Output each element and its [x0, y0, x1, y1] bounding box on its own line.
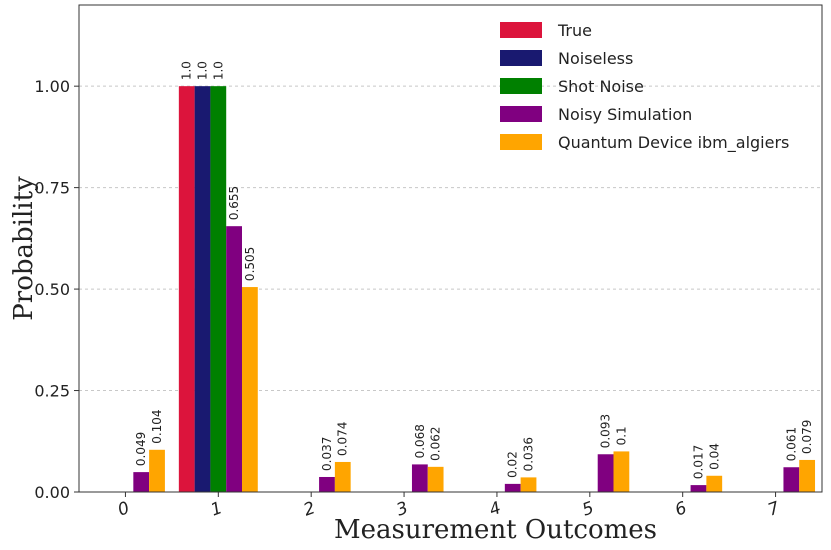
x-tick-label: 0 [115, 498, 132, 520]
legend-label: True [557, 21, 592, 40]
bar [210, 86, 227, 493]
y-axis-title: Probability [9, 176, 39, 321]
legend: True Noiseless Shot Noise Noisy Simulation Q… [500, 21, 789, 153]
data-label: 0.505 [243, 247, 257, 281]
bar [149, 449, 165, 492]
x-tick-label: 2 [301, 498, 318, 520]
legend-swatch [500, 134, 542, 150]
y-tick-label: 1.00 [34, 77, 70, 96]
bar [520, 477, 537, 492]
bar [706, 475, 723, 492]
data-label: 0.061 [784, 427, 798, 461]
data-label: 0.1 [614, 426, 628, 445]
bar [334, 461, 351, 492]
x-axis-title: Measurement Outcomes [334, 515, 657, 545]
data-label: 0.037 [320, 437, 334, 471]
bar [241, 287, 258, 492]
bar [799, 459, 816, 492]
x-tick-label: 6 [672, 498, 689, 521]
x-tick-label: 7 [765, 498, 782, 521]
data-label: 0.068 [413, 424, 427, 458]
data-label: 0.104 [150, 409, 164, 443]
data-label: 0.074 [336, 422, 350, 456]
data-label: 0.093 [599, 414, 613, 448]
bar [226, 226, 242, 492]
plot-frame [78, 4, 823, 493]
bar [783, 467, 800, 492]
y-tick-label: 0.75 [34, 179, 70, 198]
data-label: 0.655 [227, 186, 241, 220]
y-tick-label: 0.25 [34, 382, 70, 401]
bar [133, 472, 150, 492]
grid-layer [79, 85, 822, 392]
legend-label: Noiseless [558, 49, 633, 68]
legend-swatch [500, 22, 542, 38]
legend-label: Quantum Device ibm_algiers [558, 133, 789, 153]
legend-label: Noisy Simulation [558, 105, 692, 124]
x-tick-label: 1 [208, 498, 225, 520]
legend-swatch [500, 78, 542, 94]
legend-swatch [500, 50, 542, 66]
data-label: 0.062 [429, 426, 443, 460]
legend-label: Shot Noise [558, 77, 644, 96]
legend-swatch [500, 106, 542, 122]
data-label: 0.036 [522, 437, 536, 471]
bar [613, 451, 630, 492]
bar [504, 483, 521, 492]
data-label: 1.0 [211, 61, 225, 80]
bar [427, 466, 444, 492]
data-label: 0.017 [691, 445, 705, 479]
data-label: 0.079 [800, 420, 814, 454]
data-label: 0.049 [134, 432, 148, 466]
bar [319, 476, 335, 492]
y-axis: 0.00 0.25 0.50 0.75 1.00 [34, 77, 79, 502]
bar [690, 485, 707, 492]
y-tick-label: 0.50 [34, 280, 70, 299]
bar [178, 86, 195, 493]
bar [597, 454, 614, 492]
data-label: 1.0 [180, 61, 194, 80]
y-tick-label: 0.00 [34, 483, 70, 502]
bar [194, 86, 211, 493]
data-label: 1.0 [196, 61, 210, 80]
bar [411, 464, 428, 492]
bars-layer [133, 86, 816, 493]
data-label: 0.04 [707, 443, 721, 470]
data-label: 0.02 [506, 451, 520, 478]
